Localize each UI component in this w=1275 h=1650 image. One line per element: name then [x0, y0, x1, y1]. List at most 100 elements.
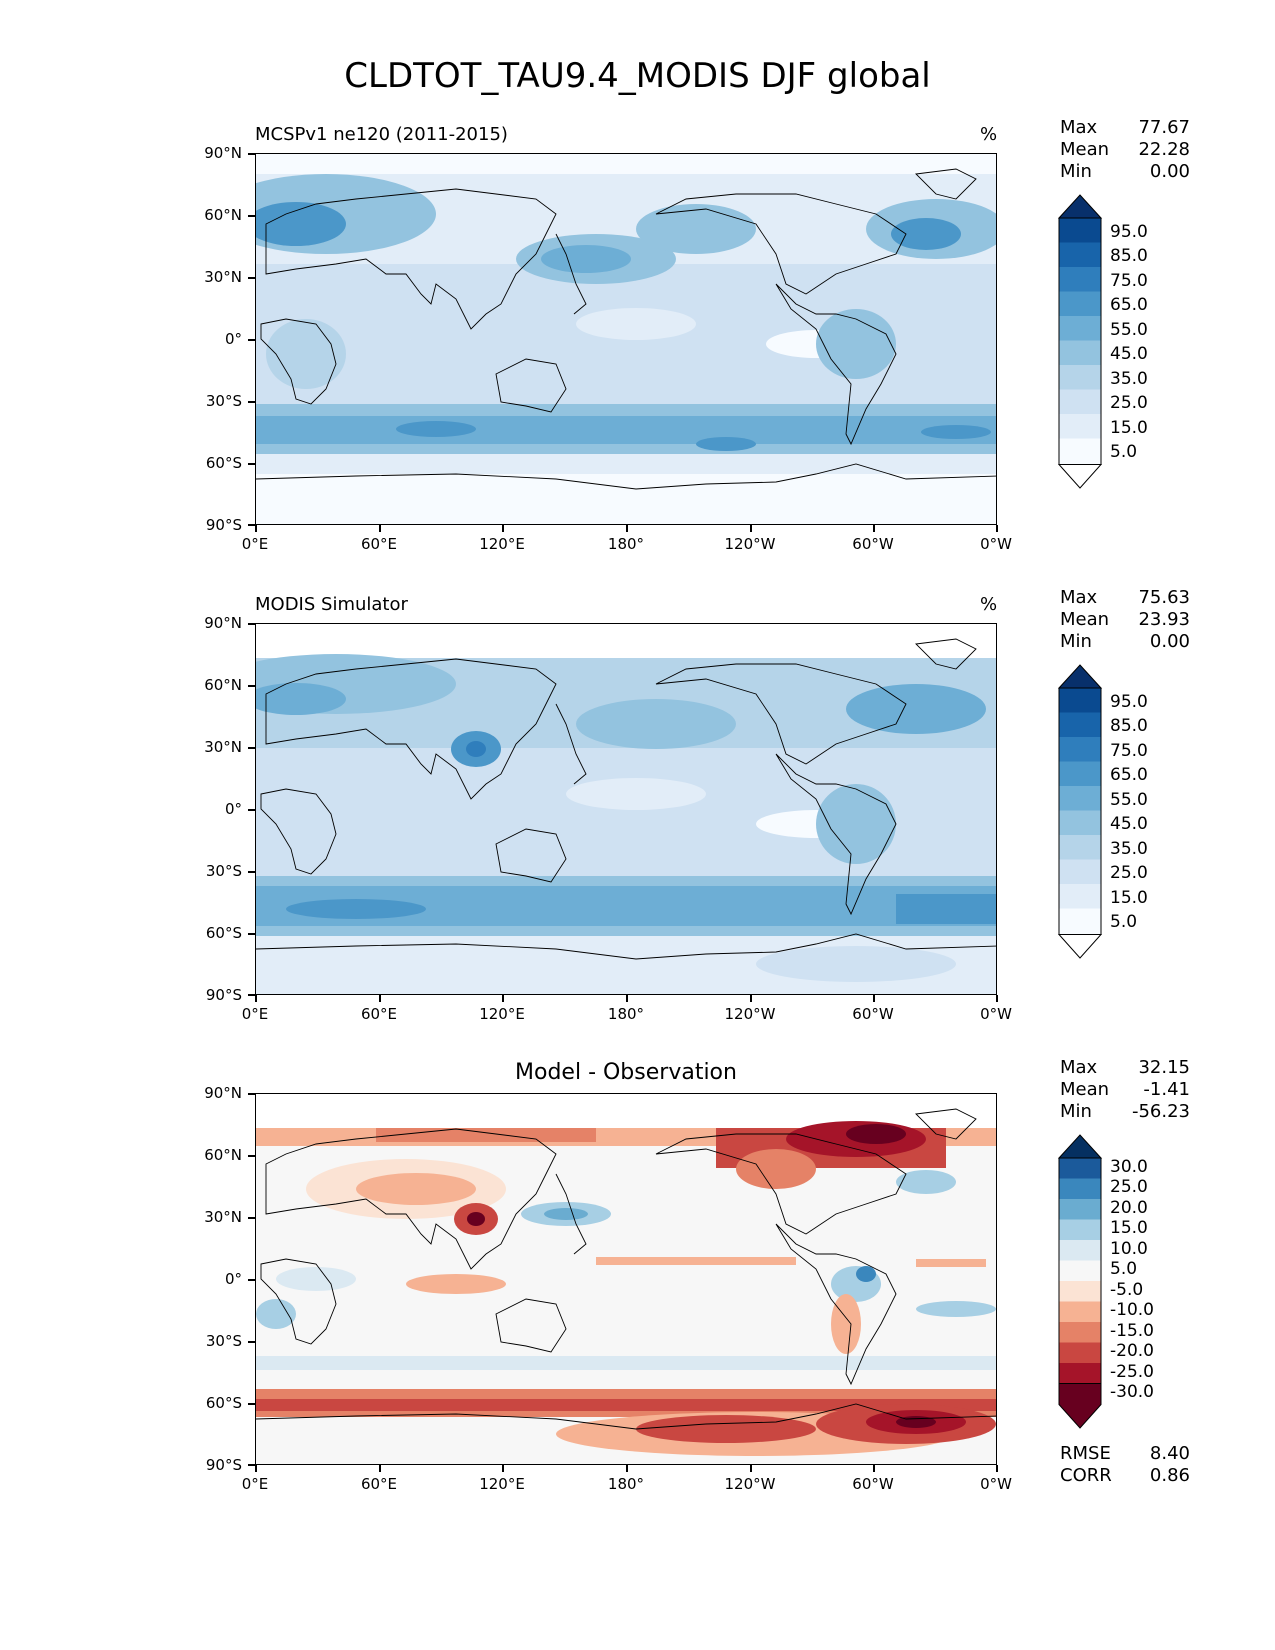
x-tick-mark — [873, 1465, 875, 1472]
colorbar — [1058, 194, 1103, 489]
stat-label: Mean — [1060, 1079, 1110, 1100]
colorbar-label: 15.0 — [1110, 418, 1148, 438]
x-tick-label: 60°W — [852, 535, 894, 553]
x-tick-label: 120°W — [724, 535, 776, 553]
y-tick-mark — [248, 871, 255, 873]
panel-title-observation: MODIS Simulator — [255, 594, 408, 615]
stat-value: 22.28 — [1138, 139, 1190, 160]
y-tick-mark — [248, 153, 255, 155]
x-tick-mark — [502, 525, 504, 532]
metric-value: 0.86 — [1149, 1465, 1190, 1486]
y-tick-mark — [248, 1403, 255, 1405]
x-tick-mark — [379, 995, 381, 1002]
metric-value: 8.40 — [1149, 1443, 1190, 1464]
x-tick-label: 60°W — [852, 1005, 894, 1023]
stat-value: 0.00 — [1149, 631, 1190, 652]
x-tick-label: 120°W — [724, 1005, 776, 1023]
y-tick-mark — [248, 1093, 255, 1095]
y-tick-label: 90°S — [205, 1456, 242, 1474]
y-tick-mark — [248, 339, 255, 341]
x-tick-mark — [626, 995, 628, 1002]
x-tick-mark — [255, 1465, 257, 1472]
stat-label: Max — [1060, 117, 1098, 138]
y-tick-label: 30°N — [204, 738, 242, 756]
colorbar-label: 55.0 — [1110, 320, 1148, 340]
stats-box: Max 77.67 Mean 22.28 Min 0.00 — [1060, 117, 1190, 183]
stat-label: Min — [1060, 161, 1092, 182]
x-tick-label: 0°W — [980, 1475, 1012, 1493]
colorbar-label: 55.0 — [1110, 790, 1148, 810]
y-tick-label: 30°N — [204, 268, 242, 286]
stat-label: Mean — [1060, 609, 1110, 630]
map-difference — [255, 1093, 997, 1465]
x-tick-label: 60°E — [360, 1475, 398, 1493]
x-tick-mark — [750, 525, 752, 532]
colorbar-label: 95.0 — [1110, 692, 1148, 712]
x-tick-label: 120°W — [724, 1475, 776, 1493]
colorbar-label: 20.0 — [1110, 1198, 1148, 1218]
y-tick-label: 60°N — [204, 676, 242, 694]
x-tick-mark — [502, 995, 504, 1002]
colorbar-label: 5.0 — [1110, 912, 1138, 932]
stat-value: 75.63 — [1138, 587, 1190, 608]
x-tick-label: 0°W — [980, 1005, 1012, 1023]
colorbar-label: 75.0 — [1110, 271, 1148, 291]
colorbar-label: 65.0 — [1110, 765, 1148, 785]
x-tick-label: 120°E — [479, 535, 525, 553]
colorbar-label: 5.0 — [1110, 1259, 1138, 1279]
colorbar-label: -5.0 — [1110, 1280, 1144, 1300]
y-tick-mark — [248, 277, 255, 279]
colorbar-label: -20.0 — [1110, 1341, 1154, 1361]
panel-title-model: MCSPv1 ne120 (2011-2015) — [255, 124, 508, 145]
x-tick-label: 0°E — [241, 535, 269, 553]
x-tick-label: 0°E — [241, 1475, 269, 1493]
x-tick-mark — [255, 995, 257, 1002]
colorbar-label: 15.0 — [1110, 1218, 1148, 1238]
y-tick-mark — [248, 1341, 255, 1343]
x-tick-mark — [502, 1465, 504, 1472]
y-tick-label: 90°N — [204, 144, 242, 162]
x-tick-mark — [873, 995, 875, 1002]
x-tick-mark — [750, 1465, 752, 1472]
stats-box: Max 32.15 Mean -1.41 Min -56.23 — [1060, 1057, 1190, 1123]
stat-value: 32.15 — [1138, 1057, 1190, 1078]
stat-label: Max — [1060, 587, 1098, 608]
stats-box: Max 75.63 Mean 23.93 Min 0.00 — [1060, 587, 1190, 653]
x-tick-mark — [626, 525, 628, 532]
colorbar-label: 45.0 — [1110, 814, 1148, 834]
x-tick-mark — [379, 1465, 381, 1472]
x-tick-mark — [873, 525, 875, 532]
y-tick-label: 0° — [224, 330, 242, 348]
colorbar-label: 30.0 — [1110, 1157, 1148, 1177]
stat-label: Min — [1060, 1101, 1092, 1122]
y-tick-mark — [248, 1464, 255, 1466]
x-tick-label: 120°E — [479, 1005, 525, 1023]
y-tick-mark — [248, 463, 255, 465]
stat-value: 0.00 — [1149, 161, 1190, 182]
y-tick-mark — [248, 215, 255, 217]
colorbar-label: -10.0 — [1110, 1300, 1154, 1320]
colorbar-label: 35.0 — [1110, 369, 1148, 389]
y-tick-label: 0° — [224, 1270, 242, 1288]
colorbar-label: -25.0 — [1110, 1362, 1154, 1382]
y-tick-label: 60°N — [204, 1146, 242, 1164]
y-tick-label: 60°S — [205, 1394, 242, 1412]
metric-label: CORR — [1060, 1465, 1112, 1486]
colorbar-label: 25.0 — [1110, 393, 1148, 413]
colorbar-label: 75.0 — [1110, 741, 1148, 761]
x-tick-mark — [255, 525, 257, 532]
x-tick-mark — [996, 1465, 998, 1472]
metric-label: RMSE — [1060, 1443, 1111, 1464]
y-tick-mark — [248, 401, 255, 403]
colorbar-label: 85.0 — [1110, 246, 1148, 266]
y-tick-mark — [248, 685, 255, 687]
x-tick-label: 0°E — [241, 1005, 269, 1023]
stat-label: Max — [1060, 1057, 1098, 1078]
colorbar — [1058, 1134, 1103, 1429]
stat-label: Min — [1060, 631, 1092, 652]
stat-value: -56.23 — [1131, 1101, 1190, 1122]
x-tick-mark — [996, 995, 998, 1002]
colorbar-label: 15.0 — [1110, 888, 1148, 908]
x-tick-mark — [379, 525, 381, 532]
y-tick-label: 90°S — [205, 516, 242, 534]
